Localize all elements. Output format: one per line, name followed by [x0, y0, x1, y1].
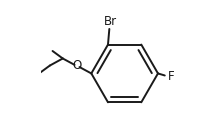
Text: O: O — [72, 59, 82, 72]
Text: Br: Br — [104, 15, 117, 28]
Text: F: F — [167, 70, 174, 83]
